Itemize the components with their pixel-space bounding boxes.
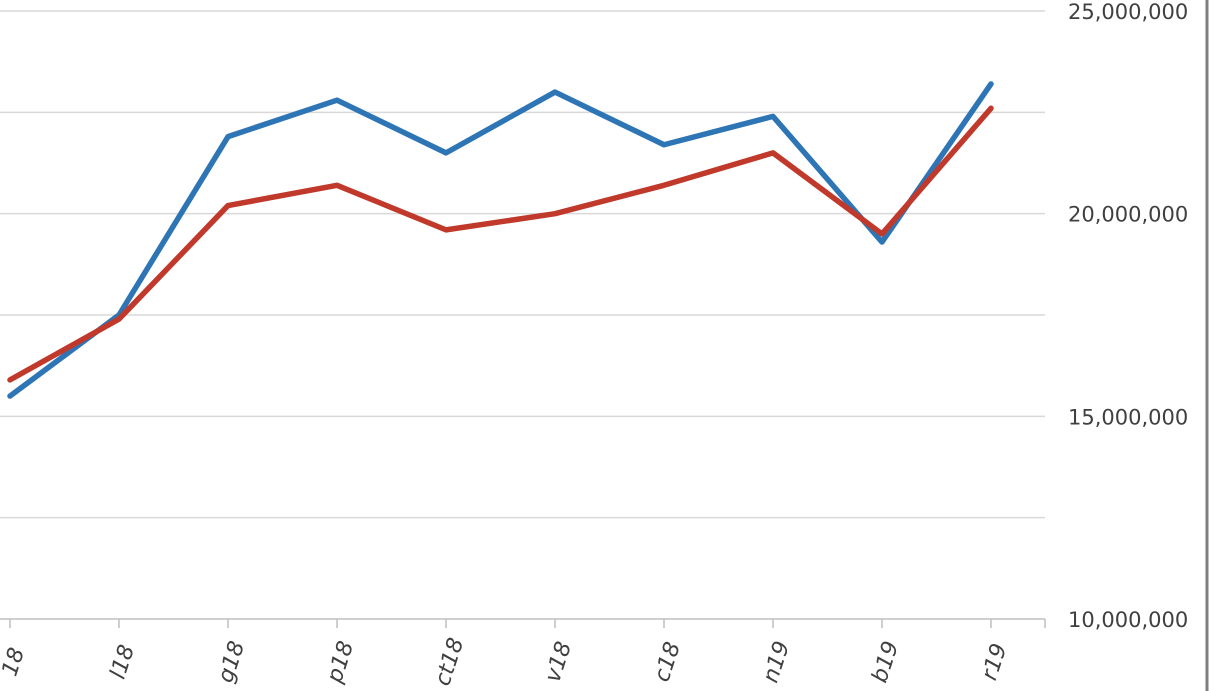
x-axis (0, 618, 1046, 628)
x-tick-label: b19 (867, 638, 904, 686)
x-tick-label: p18 (322, 638, 359, 687)
y-axis-tick-labels: 10,000,000 15,000,000 20,000,000 25,000,000 (1068, 0, 1188, 632)
x-tick-label: r19 (977, 641, 1012, 684)
series-lines (7, 81, 994, 399)
x-tick-label: n19 (758, 638, 795, 686)
x-tick-label: v18 (541, 639, 577, 686)
x-tick-label: l18 (106, 642, 140, 682)
y-tick-label: 25,000,000 (1068, 0, 1188, 24)
x-tick-label: ct18 (430, 635, 469, 689)
x-axis-tick-labels: 18 l18 g18 p18 ct18 v18 c18 n19 b19 r19 (0, 635, 1012, 689)
gridlines (0, 10, 1045, 519)
series-line-2 (7, 105, 994, 383)
y-tick-label: 10,000,000 (1068, 608, 1188, 632)
x-tick-label: g18 (213, 638, 250, 686)
x-tick-label: 18 (0, 645, 30, 679)
y-tick-label: 20,000,000 (1068, 203, 1188, 227)
x-tick-label: c18 (650, 639, 686, 685)
y-tick-label: 15,000,000 (1068, 405, 1188, 429)
series-line-1 (7, 81, 994, 399)
